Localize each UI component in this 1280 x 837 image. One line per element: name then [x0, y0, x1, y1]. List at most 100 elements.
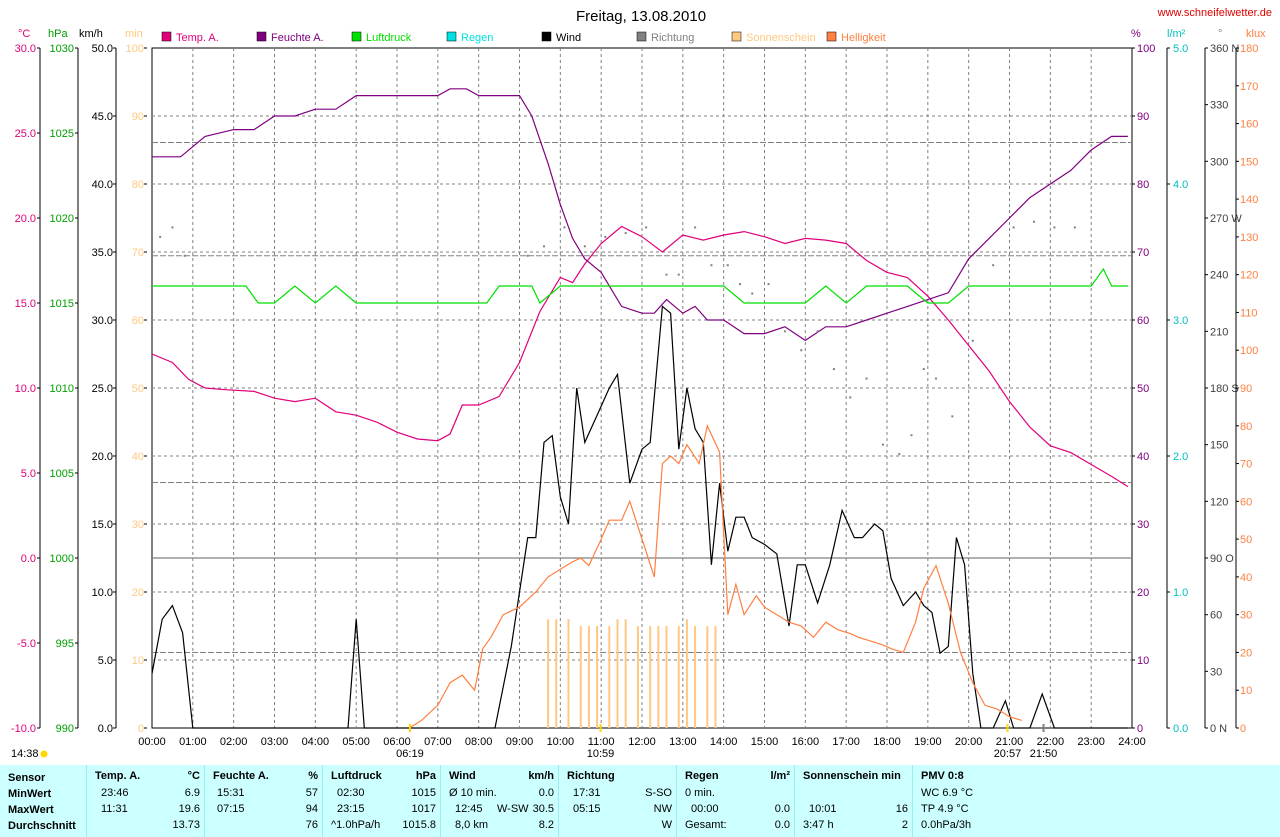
x-tick-label: 00:00	[138, 736, 166, 748]
legend-label: Wind	[556, 32, 581, 44]
pressure-tick-label: 1000	[50, 553, 74, 565]
brightness-tick-label: 20	[1240, 647, 1252, 659]
stats-footer: Sensor MinWert MaxWert Durchschnitt Temp…	[0, 765, 1280, 837]
temp-tick-label: 30.0	[15, 43, 36, 55]
direction-point	[1012, 226, 1015, 229]
brightness-tick-label: 10	[1240, 685, 1252, 697]
temp-a-line	[151, 225, 1129, 488]
wind-tick-label: 40.0	[92, 179, 113, 191]
x-tick-label: 08:00	[465, 736, 493, 748]
wind-tick-label: 50.0	[92, 43, 113, 55]
rain-total: 0.0	[774, 819, 790, 831]
humidity-tick-label: 10	[1137, 655, 1149, 667]
sunshine-max: 16	[895, 803, 908, 815]
rain-max: 0.0	[774, 803, 790, 815]
wind-tick-label: 25.0	[92, 383, 113, 395]
direction-min-time: 17:31	[573, 787, 601, 799]
luftdruck-line	[152, 267, 1128, 304]
rain-total-label: Gesamt:	[685, 819, 727, 831]
direction-tick-label: 120	[1210, 496, 1228, 508]
brightness-tick-label: 50	[1240, 534, 1252, 546]
pressure-tick-label: 1030	[50, 43, 74, 55]
direction-tick-label: 150	[1210, 440, 1228, 452]
pmv-col: PMV 0:8 WC 6.9 °C TP 4.9 °C 0.0hPa/3h	[913, 765, 1013, 837]
pressure-tick-label: 1015	[50, 298, 74, 310]
grid	[151, 47, 1133, 729]
pressure-tick-label: 1025	[50, 128, 74, 140]
row-avg-label: Durchschnitt	[8, 820, 76, 832]
helligkeit-line	[408, 423, 1022, 729]
brightness-tick-label: 130	[1240, 232, 1258, 244]
humidity-min: 57	[305, 787, 318, 799]
rain-unit: l/m²	[770, 770, 790, 782]
direction-tick-label: 60	[1210, 610, 1222, 622]
legend-swatch	[161, 31, 172, 42]
site-link[interactable]: www.schneifelwetter.de	[1157, 7, 1272, 19]
wind-tick-label: 10.0	[92, 587, 113, 599]
direction-point	[1073, 226, 1076, 229]
series-layer	[151, 88, 1129, 729]
x-tick-label: 21:00	[996, 736, 1024, 748]
x-tick-label: 03:00	[261, 736, 289, 748]
brightness-tick-label: 150	[1240, 156, 1258, 168]
pressure-tick-label: 1020	[50, 213, 74, 225]
wind-tick-label: 30.0	[92, 315, 113, 327]
brightness-tick-label: 160	[1240, 119, 1258, 131]
brightness-tick-label: 110	[1240, 307, 1258, 319]
brightness-tick-label: 180	[1240, 43, 1258, 55]
direction-point	[910, 434, 913, 437]
sunrise-label: 06:19	[396, 748, 424, 760]
temp-tick-label: -10.0	[11, 723, 36, 735]
x-tick-label: 01:00	[179, 736, 207, 748]
brightness-tick-label: 100	[1240, 345, 1258, 357]
direction-tick-label: 90 O	[1210, 553, 1234, 565]
humidity-tick-label: 20	[1137, 587, 1149, 599]
direction-avg: W	[661, 819, 672, 831]
pressure-trend: ^1.0hPa/h	[331, 819, 381, 831]
direction-tick-label: 300	[1210, 156, 1228, 168]
x-tick-label: 24:00	[1118, 736, 1146, 748]
humidity-tick-label: 0	[1137, 723, 1143, 735]
direction-point	[783, 330, 786, 333]
brightness-tick-label: 30	[1240, 610, 1252, 622]
direction-point	[171, 226, 174, 229]
pmv-tp: TP 4.9 °C	[921, 803, 969, 815]
pressure-unit: hPa	[415, 770, 436, 782]
pmv-wc: WC 6.9 °C	[921, 787, 974, 799]
humidity-tick-label: 90	[1137, 111, 1149, 123]
x-tick-label: 12:00	[628, 736, 656, 748]
sunshine-col: Sonnenschein min 10:01 16 3:47 h 2	[795, 765, 913, 837]
wind-max-dir: W-SW	[497, 803, 529, 815]
unit-temp: °C	[18, 28, 30, 40]
brightness-tick-label: 120	[1240, 270, 1258, 282]
corner-time: 14:38	[11, 748, 39, 760]
humidity-tick-label: 100	[1137, 43, 1155, 55]
legend-label: Temp. A.	[176, 32, 219, 44]
direction-point	[865, 377, 868, 380]
sensor-col: Sensor MinWert MaxWert Durchschnitt	[0, 765, 87, 837]
direction-point	[992, 264, 995, 267]
sunshine-tick-label: 80	[132, 179, 144, 191]
direction-point	[183, 254, 186, 257]
unit-wind: km/h	[79, 28, 103, 40]
sunshine-tick-label: 70	[132, 247, 144, 259]
pmv-trend: 0.0hPa/3h	[921, 819, 972, 831]
sunshine-tick-label: 50	[132, 383, 144, 395]
wind-tick-label: 20.0	[92, 451, 113, 463]
temp-tick-label: 10.0	[15, 383, 36, 395]
wind-run: 8,0 km	[455, 819, 489, 831]
temp-tick-label: 25.0	[15, 128, 36, 140]
pmv-title: PMV 0:8	[921, 770, 964, 782]
temp-tick-label: -5.0	[17, 638, 36, 650]
direction-point	[739, 283, 741, 286]
x-tick-label: 19:00	[914, 736, 942, 748]
direction-point	[159, 235, 162, 238]
x-tick-label: 16:00	[792, 736, 820, 748]
direction-point	[816, 330, 819, 333]
temp-tick-label: 0.0	[21, 553, 36, 565]
unit-rain: l/m²	[1167, 28, 1186, 40]
wind-min-label: Ø 10 min.	[449, 787, 497, 799]
direction-max-time: 05:15	[573, 803, 601, 815]
x-tick-label: 02:00	[220, 736, 248, 748]
legend-label: Richtung	[651, 32, 694, 44]
